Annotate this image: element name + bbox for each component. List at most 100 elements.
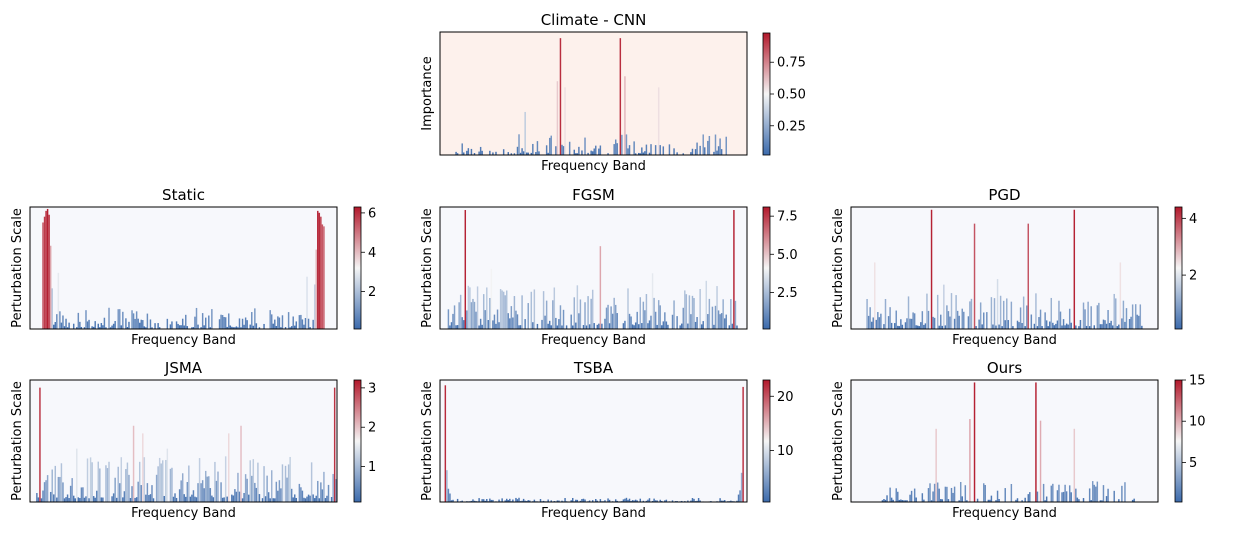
bar xyxy=(561,500,563,502)
bar xyxy=(254,482,256,502)
bar xyxy=(645,144,648,155)
bar xyxy=(950,293,953,329)
bar xyxy=(85,310,87,329)
bar xyxy=(992,324,994,329)
chart-panel-2: Static Frequency Band Perturbation Scale 2 4… xyxy=(10,186,376,348)
bar xyxy=(941,499,944,502)
bar xyxy=(1045,320,1048,329)
colorbar-tick-label: 2 xyxy=(1189,269,1197,284)
axes-frame xyxy=(29,206,338,330)
bar xyxy=(478,325,480,329)
bar xyxy=(736,500,738,502)
bar xyxy=(478,151,480,155)
bar xyxy=(185,314,187,329)
bar xyxy=(671,500,674,502)
bar xyxy=(76,448,78,502)
bar xyxy=(1107,488,1109,502)
bar xyxy=(473,500,476,502)
bar xyxy=(716,150,718,155)
bar xyxy=(513,296,516,329)
bar xyxy=(565,325,568,329)
bar xyxy=(466,310,468,329)
bar xyxy=(558,319,560,329)
bar xyxy=(1116,326,1119,329)
bar xyxy=(1050,297,1053,329)
bar xyxy=(1121,485,1123,502)
bar xyxy=(449,325,451,329)
bar xyxy=(990,495,993,502)
colorbar xyxy=(1174,379,1183,503)
bar xyxy=(538,151,540,155)
bar xyxy=(579,500,582,502)
colorbar-tick-label: 15 xyxy=(1189,374,1206,389)
bar xyxy=(79,498,81,502)
bar xyxy=(614,139,617,155)
bar xyxy=(271,470,273,502)
bar xyxy=(524,500,526,502)
bar xyxy=(1007,320,1010,329)
bar xyxy=(160,463,162,502)
bar xyxy=(280,488,282,502)
bar xyxy=(456,498,459,502)
bar xyxy=(964,485,967,502)
bar xyxy=(65,318,67,329)
bar xyxy=(895,488,897,502)
bar xyxy=(892,499,894,502)
bar xyxy=(1073,428,1076,502)
bar xyxy=(146,483,149,502)
bar xyxy=(648,152,651,155)
bar xyxy=(1084,309,1086,329)
bar xyxy=(499,289,502,329)
bar xyxy=(484,500,486,502)
bar xyxy=(1041,326,1043,329)
bar xyxy=(281,464,284,502)
bar xyxy=(482,499,485,502)
bar xyxy=(969,301,971,329)
bar xyxy=(1102,485,1105,502)
bar xyxy=(294,325,296,329)
bar xyxy=(639,153,642,155)
x-axis-label: Frequency Band xyxy=(131,506,236,521)
bar xyxy=(681,323,683,329)
bar xyxy=(607,153,609,155)
bar xyxy=(624,76,626,155)
bar xyxy=(912,312,914,329)
bar xyxy=(195,307,198,329)
bar xyxy=(68,498,70,502)
bar xyxy=(498,499,500,502)
bar xyxy=(206,476,208,502)
bar xyxy=(507,152,509,155)
bar xyxy=(1075,325,1077,329)
bar xyxy=(634,499,637,502)
bar xyxy=(1073,209,1076,329)
bars xyxy=(866,209,1143,329)
bar xyxy=(200,327,202,329)
x-axis-label: Frequency Band xyxy=(131,333,236,348)
bar xyxy=(598,148,600,155)
bar xyxy=(596,500,599,502)
bar xyxy=(923,324,925,329)
bar xyxy=(619,38,622,155)
bar xyxy=(521,148,523,155)
bar xyxy=(575,153,577,155)
bar xyxy=(1068,485,1071,502)
bar xyxy=(653,498,655,502)
bar xyxy=(1068,308,1071,329)
bar xyxy=(326,495,328,502)
bar xyxy=(1016,320,1019,329)
bar xyxy=(599,499,602,502)
y-axis-label: Perturbation Scale xyxy=(831,208,846,328)
bar xyxy=(604,318,606,329)
y-axis-label: Perturbation Scale xyxy=(420,381,435,501)
bar xyxy=(72,495,75,502)
bar xyxy=(955,295,957,329)
bar xyxy=(1056,490,1059,502)
bar xyxy=(234,489,236,502)
bar xyxy=(995,325,997,329)
bar xyxy=(461,317,463,329)
bar xyxy=(993,298,996,329)
bar xyxy=(131,310,133,329)
bar xyxy=(633,141,635,155)
bar xyxy=(910,318,913,329)
bar xyxy=(676,316,678,329)
